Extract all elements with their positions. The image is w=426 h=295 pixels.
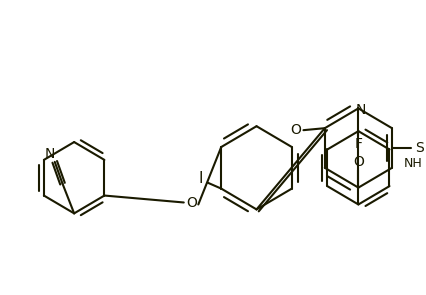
Text: N: N (45, 147, 55, 161)
Text: F: F (354, 137, 363, 151)
Text: I: I (199, 171, 203, 186)
Text: O: O (290, 123, 301, 137)
Text: O: O (353, 155, 364, 169)
Text: O: O (186, 196, 197, 210)
Text: S: S (415, 141, 423, 155)
Text: N: N (355, 103, 366, 117)
Text: NH: NH (404, 157, 423, 170)
